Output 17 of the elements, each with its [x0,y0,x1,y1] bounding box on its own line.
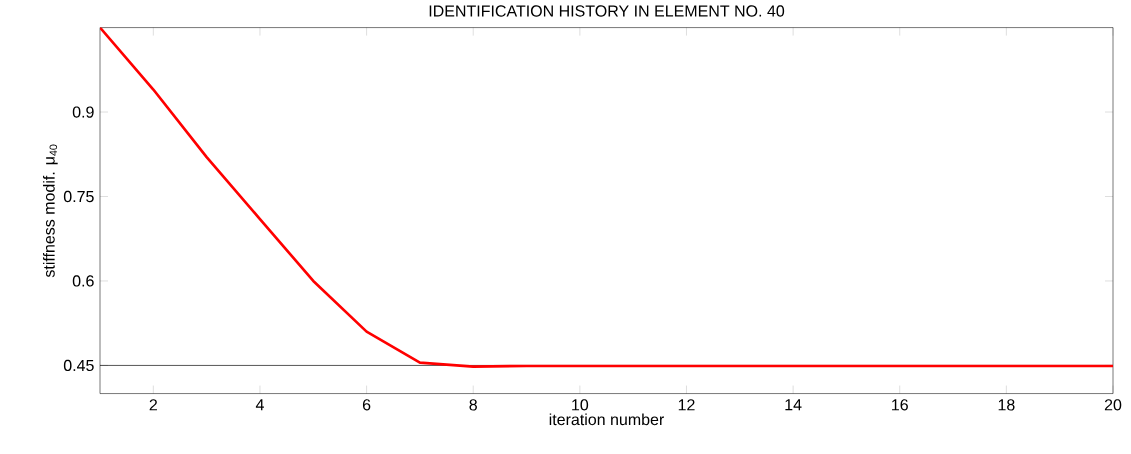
x-tick-label: 12 [678,399,695,411]
x-tick-label: 8 [469,399,477,411]
x-tick-label: 10 [572,399,589,411]
y-tick-label: 0.9 [72,106,94,118]
x-tick-label: 2 [149,399,157,411]
y-tick-label: 0.45 [63,359,94,372]
x-tick-label: 20 [1104,399,1122,411]
x-tick-label: 18 [998,399,1015,411]
y-tick-label: 0.6 [72,275,94,287]
chart-title: IDENTIFICATION HISTORY IN ELEMENT NO. 40 [429,5,785,17]
x-tick-label: 16 [892,399,908,411]
y-tick-label: 0.75 [63,191,94,203]
x-tick-label: 6 [362,399,371,411]
x-tick-label: 4 [255,399,264,411]
y-axis-title: stiffness modif. μ$_{40}$ [43,144,58,278]
x-axis-title: iteration number [549,413,665,426]
x-tick-label: 14 [785,399,802,411]
